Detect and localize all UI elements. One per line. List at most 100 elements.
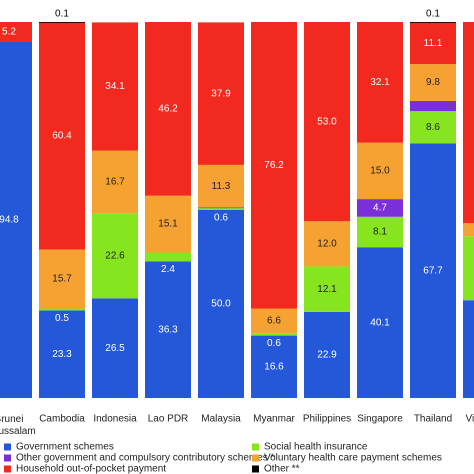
bar-segment	[92, 213, 138, 299]
value-label: 4.7	[373, 203, 387, 214]
bar-segment	[0, 41, 32, 398]
bar-segment	[463, 223, 474, 237]
value-label: 46.2	[158, 103, 178, 114]
x-tick-label: BruneiDarussalam	[0, 414, 36, 437]
x-tick-label: Malaysia	[201, 414, 241, 425]
legend-label: Household out-of-pocket payment	[16, 464, 166, 474]
bar-segment	[304, 221, 350, 267]
bar-segment	[463, 22, 474, 224]
value-label: 8.6	[426, 122, 440, 133]
bar-segment	[198, 164, 244, 208]
value-label: 12.1	[317, 284, 337, 295]
bar-segment	[463, 236, 474, 301]
bar-segment	[410, 111, 456, 144]
x-tick-label: Philippines	[303, 414, 351, 425]
legend-swatch	[4, 454, 11, 462]
value-label: 11.1	[424, 38, 443, 49]
bar-segment	[251, 333, 297, 336]
x-tick-label: Thailand	[414, 414, 452, 425]
value-label: 15.7	[52, 274, 72, 285]
bar-segment	[92, 150, 138, 214]
bar-segment	[92, 298, 138, 398]
x-tick-label-line: Darussalam	[0, 426, 36, 437]
value-label: 16.6	[264, 361, 284, 372]
bar-segment	[198, 210, 244, 398]
value-label: 9.8	[426, 77, 440, 88]
value-label: 0.1	[55, 9, 69, 20]
bar-segment	[410, 143, 456, 398]
value-label: 60.4	[52, 131, 72, 142]
bar-segment	[357, 216, 403, 248]
bar-segment	[304, 311, 350, 398]
bar-segment	[145, 195, 191, 253]
bar-segment	[198, 207, 244, 210]
bar-segment	[39, 249, 85, 309]
value-label: 5.2	[2, 26, 16, 37]
bar-segment	[410, 64, 456, 101]
bar-segment	[92, 22, 138, 151]
value-label: 0.5	[55, 313, 69, 324]
value-label: 0.6	[267, 338, 281, 349]
x-tick-label: Lao PDR	[148, 414, 189, 425]
bar-segment	[304, 22, 350, 222]
x-tick-label: Indonesia	[93, 414, 137, 425]
legend-label: Other government and compulsory contribu…	[16, 453, 275, 464]
bar-segment	[410, 22, 456, 23]
bar-segment	[145, 22, 191, 196]
bar-segment	[304, 266, 350, 312]
legend-swatch	[252, 465, 259, 473]
value-label: 23.3	[52, 349, 72, 360]
legend-swatch	[4, 465, 11, 473]
value-label: 26.5	[105, 343, 125, 354]
value-label: 16.7	[105, 177, 125, 188]
value-label: 15.0	[370, 166, 390, 177]
value-label: 22.9	[317, 350, 337, 361]
x-tick-label: Singapore	[357, 414, 403, 425]
legend-swatch	[252, 443, 259, 451]
x-tick-label: Viet Nam	[466, 414, 474, 425]
legend-label: Voluntary health care payment schemes	[264, 453, 442, 464]
value-label: 6.6	[267, 316, 281, 327]
bar-segment	[198, 207, 244, 209]
value-label: 0.1	[426, 9, 440, 20]
value-label: 94.8	[0, 214, 19, 225]
value-label: 8.1	[373, 227, 387, 238]
value-label: 34.1	[105, 81, 125, 92]
bar-segment	[251, 22, 297, 309]
bar-segment	[39, 308, 85, 311]
value-label: 67.7	[423, 265, 443, 276]
bar-segment	[410, 100, 456, 112]
bar-segment	[145, 261, 191, 398]
legend-swatch	[4, 443, 11, 451]
bar-segment	[39, 22, 85, 23]
value-label: 40.1	[370, 317, 390, 328]
value-label: 15.1	[158, 219, 178, 230]
value-label: 0.6	[214, 213, 228, 224]
value-label: 12.0	[317, 238, 337, 249]
value-label: 11.3	[212, 181, 231, 192]
bar-segment	[251, 308, 297, 334]
legend-label: Social health insurance	[264, 442, 368, 453]
legend-label: Other **	[264, 464, 300, 474]
value-label: 76.2	[264, 160, 284, 171]
value-label: 32.1	[370, 77, 390, 88]
value-label: 36.3	[158, 324, 178, 335]
x-tick-label: Myanmar	[253, 414, 295, 425]
value-label: 50.0	[211, 299, 231, 310]
bar-segment	[145, 252, 191, 262]
bar-segment	[463, 300, 474, 398]
value-label: 2.4	[161, 264, 175, 275]
legend-label: Government schemes	[16, 442, 114, 453]
bar-segment	[39, 310, 85, 398]
value-label: 37.9	[211, 88, 231, 99]
bar-segment	[0, 22, 32, 42]
bar-segment	[357, 142, 403, 200]
x-tick-label: Cambodia	[39, 414, 85, 425]
bar-segment	[357, 199, 403, 217]
bar-segment	[251, 335, 297, 398]
value-label: 53.0	[317, 116, 337, 127]
value-label: 22.6	[105, 251, 125, 262]
bar-segment	[357, 247, 403, 398]
